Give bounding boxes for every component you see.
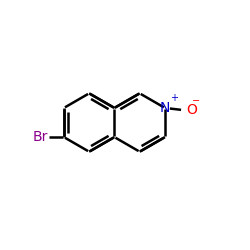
Text: O: O xyxy=(186,104,197,118)
Text: −: − xyxy=(192,96,200,106)
Text: Br: Br xyxy=(32,130,48,144)
Text: N: N xyxy=(160,101,170,115)
Text: +: + xyxy=(170,93,178,103)
